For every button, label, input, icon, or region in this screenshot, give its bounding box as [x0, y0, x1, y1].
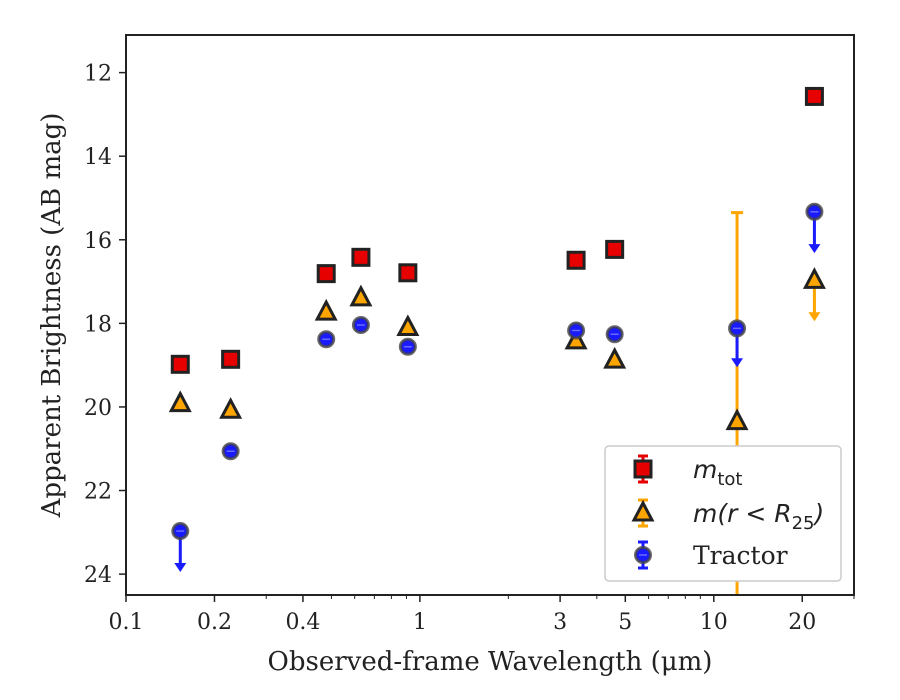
x-tick-label: 1	[413, 610, 427, 635]
data-point-square	[566, 250, 586, 270]
legend-label-rest: )	[813, 499, 825, 528]
x-tick-label: 5	[618, 610, 632, 635]
x-tick-label: 3	[553, 610, 567, 635]
data-point-circle	[171, 522, 190, 541]
y-axis-ticks: 12 14 16 18 20 22 24	[84, 62, 126, 588]
legend-item: Tractor	[634, 540, 788, 570]
data-point-triangle	[168, 390, 192, 413]
data-point-square	[221, 349, 241, 369]
data-point-square	[804, 86, 824, 106]
data-point-circle	[605, 325, 624, 344]
x-axis-ticks: 0.1 0.2 0.4 1 3 5 10 20	[109, 595, 855, 635]
y-tick-label: 22	[84, 480, 112, 505]
upper-limit-head	[808, 312, 821, 322]
data-point-square	[170, 354, 190, 374]
plot-frame	[125, 34, 855, 596]
x-tick-label: 0.2	[197, 610, 232, 635]
upper-limit-head	[808, 244, 821, 254]
chart-marks	[168, 86, 826, 595]
data-point-triangle	[725, 408, 749, 431]
data-point-square	[316, 264, 336, 284]
legend-item: m(r < R25)	[631, 498, 824, 534]
legend-box	[604, 445, 842, 582]
x-tick-label: 0.4	[285, 610, 320, 635]
x-tick-label: 0.1	[109, 610, 144, 635]
legend-label-sub: 25	[792, 513, 815, 534]
data-point-circle	[398, 337, 417, 356]
data-point-triangle	[396, 314, 420, 337]
data-point-circle	[221, 442, 240, 461]
legend-label-main: m(r < R	[693, 499, 792, 528]
y-axis-label: Apparent Brightness (AB mag)	[37, 113, 67, 519]
y-tick-label: 18	[84, 312, 112, 337]
x-tick-label: 10	[700, 610, 728, 635]
legend-label: Tractor	[693, 541, 788, 570]
y-tick-label: 12	[84, 62, 112, 87]
legend: mtot m(r < R25) Tractor	[604, 445, 842, 582]
y-tick-label: 20	[84, 396, 112, 421]
data-point-triangle	[802, 267, 826, 289]
upper-limit-head	[174, 563, 187, 573]
x-tick-label: 20	[788, 610, 816, 635]
data-point-triangle	[219, 397, 243, 419]
data-point-circle	[728, 319, 747, 338]
data-point-square	[398, 263, 418, 283]
legend-label: m(r < R25)	[693, 499, 824, 534]
data-point-triangle	[349, 284, 373, 307]
x-axis-label: Observed-frame Wavelength (μm)	[268, 647, 713, 677]
legend-marker-triangle	[631, 499, 655, 522]
legend-label-main: m	[693, 455, 717, 484]
y-tick-label: 16	[84, 229, 112, 254]
y-tick-label: 24	[84, 563, 112, 588]
data-point-square	[605, 239, 625, 259]
data-point-square	[351, 247, 371, 267]
data-point-triangle	[603, 346, 627, 369]
data-point-circle	[567, 321, 586, 340]
data-point-circle	[317, 330, 336, 349]
upper-limit-head	[731, 358, 744, 368]
data-point-triangle	[314, 298, 338, 321]
data-point-circle	[351, 316, 370, 335]
y-tick-label: 14	[84, 145, 112, 170]
legend-marker-square	[633, 459, 653, 479]
legend-label-sub: tot	[717, 469, 742, 490]
data-point-circle	[805, 202, 824, 221]
legend-label: mtot	[693, 455, 743, 490]
legend-item: mtot	[633, 454, 743, 490]
legend-marker-circle	[634, 546, 652, 564]
